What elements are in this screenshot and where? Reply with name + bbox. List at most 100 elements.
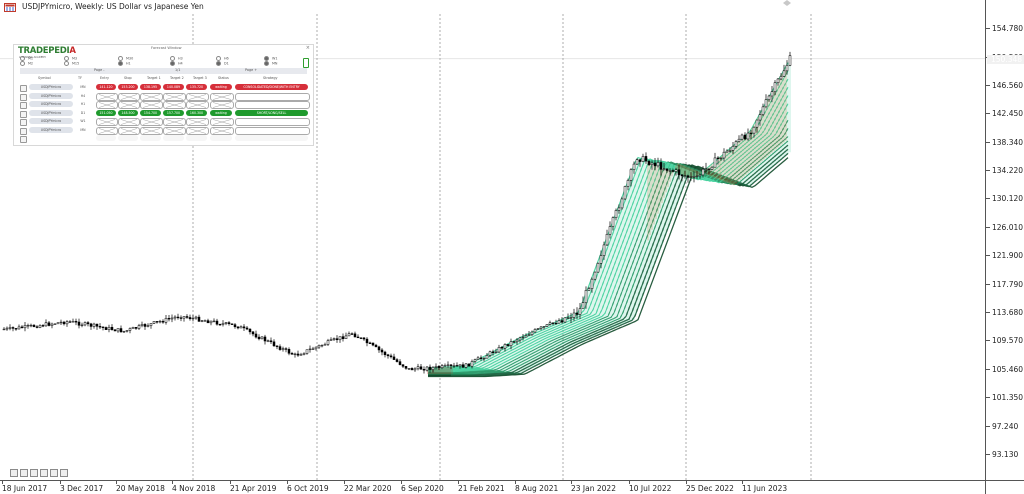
timeframe-label: M1 (28, 56, 34, 61)
timeframe-option-m2[interactable]: M2 (20, 61, 33, 66)
row-entry-cell (96, 126, 118, 135)
candle-body (110, 326, 114, 331)
zoom-out-button[interactable] (30, 469, 38, 477)
candle-body (395, 359, 399, 362)
timeframe-option-m3[interactable]: M3 (64, 56, 77, 61)
candle-body (620, 198, 624, 209)
row-strategy-cell (235, 92, 310, 101)
row-timeframe: MN (80, 85, 86, 89)
price-tick (986, 425, 990, 427)
row-select-button[interactable] (20, 119, 27, 126)
timeframe-option-m15[interactable]: M15 (64, 61, 79, 66)
candle-body (362, 337, 366, 340)
row-select-button[interactable] (20, 102, 27, 109)
panel-close-icon[interactable]: × (305, 45, 310, 51)
candle-body (275, 345, 279, 347)
candle-body (266, 340, 270, 342)
dash-icon (98, 127, 116, 134)
row-strategy-cell (235, 101, 310, 109)
timeframe-option-mn[interactable]: MN (264, 61, 277, 66)
radio-icon (20, 56, 25, 61)
row-t2-cell (163, 126, 186, 135)
candle-body (692, 176, 696, 178)
candle-body (152, 321, 156, 324)
table-row[interactable] (20, 135, 308, 143)
dash-icon (165, 119, 184, 125)
chart-shift-button[interactable] (50, 469, 58, 477)
candle-body (137, 325, 141, 329)
scroll-left-button[interactable] (10, 469, 18, 477)
row-select-button[interactable] (20, 127, 27, 135)
dash-icon (120, 102, 138, 108)
date-tick (230, 481, 231, 484)
candle-body (530, 331, 534, 335)
candle-body (101, 326, 105, 328)
table-row[interactable]: USDJPYmicro D1 151.050 148.500 154.700 157.70… (20, 109, 308, 118)
timeframe-option-m1[interactable]: M1 (20, 56, 33, 61)
timeframe-option-w1[interactable]: W1 (264, 56, 278, 61)
radio-icon (216, 61, 221, 66)
date-label: 10 Jul 2022 (629, 484, 672, 493)
candle-body (656, 162, 660, 167)
timeframe-option-h6[interactable]: H6 (216, 56, 229, 61)
candle-body (602, 244, 606, 256)
page-next-button[interactable]: Page + (245, 68, 258, 72)
price-tick (986, 141, 990, 143)
row-strategy-cell (235, 126, 310, 135)
dash-icon (142, 119, 161, 125)
candle-body (767, 95, 771, 100)
candle-body (707, 168, 711, 170)
candle-body (764, 99, 768, 108)
candle-body (311, 348, 315, 350)
time-axis[interactable]: 18 Jun 2017 3 Dec 2017 20 May 2018 4 Nov 20… (0, 480, 985, 494)
timeframe-option-m30[interactable]: M30 (118, 56, 133, 61)
candle-body (182, 316, 186, 319)
candle-body (131, 327, 135, 329)
candle-body (359, 337, 363, 339)
empty-cell (210, 135, 232, 141)
candle-body (62, 321, 66, 325)
candle-body (155, 321, 159, 323)
timeframe-option-d1[interactable]: D1 (216, 61, 229, 66)
candle-body (95, 323, 99, 327)
page-prev-button[interactable]: Page - (94, 68, 105, 72)
scroll-right-button[interactable] (20, 469, 28, 477)
zoom-in-button[interactable] (40, 469, 48, 477)
row-select-button[interactable] (20, 93, 27, 101)
row-timeframe: D1 (80, 110, 86, 115)
price-chart[interactable] (0, 0, 985, 480)
candle-body (188, 317, 192, 320)
table-row[interactable]: USDJPYmicro MN (20, 126, 310, 135)
timeframe-option-h4[interactable]: H4 (170, 61, 183, 66)
table-row[interactable]: USDJPYmicro H4 (20, 92, 310, 101)
table-row[interactable]: USDJPYmicro H1 (20, 101, 310, 109)
candle-body (38, 325, 42, 328)
row-t2-cell (163, 101, 186, 109)
panel-toggle-button[interactable] (303, 58, 309, 68)
table-row[interactable]: USDJPYmicro W1 (20, 118, 310, 126)
candle-body (392, 356, 396, 360)
candle-body (479, 357, 483, 359)
date-tick (629, 481, 630, 484)
radio-icon (64, 61, 69, 66)
candle-body (287, 349, 291, 354)
timeframe-option-h1[interactable]: H1 (118, 61, 131, 66)
autoscroll-button[interactable] (60, 469, 68, 477)
candle-body (404, 366, 408, 369)
candle-body (269, 340, 273, 343)
price-label: 117.790 (992, 279, 1024, 289)
row-select-button[interactable] (20, 136, 27, 143)
candle-body (410, 368, 414, 371)
candle-body (224, 322, 228, 324)
row-timeframe: H4 (80, 93, 86, 98)
candle-body (650, 162, 654, 165)
empty-cell (235, 135, 308, 141)
row-select-button[interactable] (20, 85, 27, 92)
candle-body (473, 359, 477, 362)
row-select-button[interactable] (20, 110, 27, 118)
forecast-panel[interactable]: TRADEPEDIA A TRADING ACADEMY Forecast Wi… (13, 44, 314, 146)
price-label: 134.220 (992, 166, 1024, 176)
price-axis[interactable]: 154.780150.560146.560142.450138.340134.2… (985, 0, 1024, 480)
timeframe-option-h3[interactable]: H3 (170, 56, 183, 61)
table-row[interactable]: USDJPYmicro MN 141.120 153.200 138.195 140.08… (20, 84, 308, 92)
